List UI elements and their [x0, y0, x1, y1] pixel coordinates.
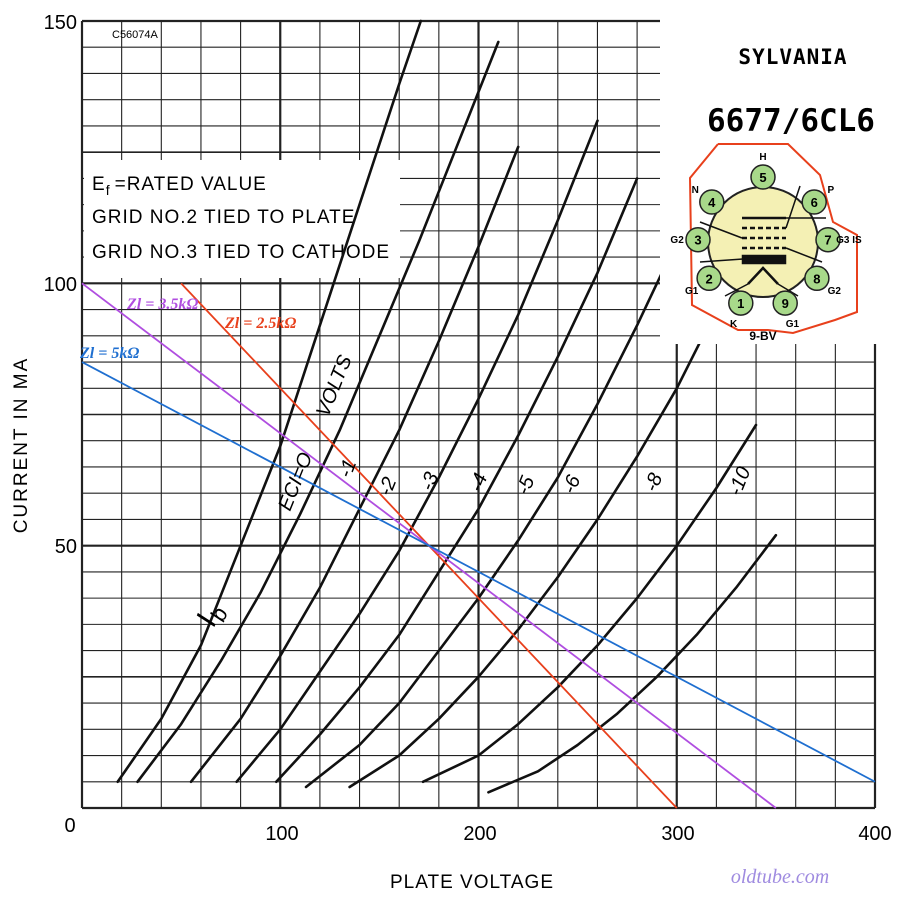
pin-8-circle — [804, 265, 830, 292]
note-ef-line: Ef =RATED VALUE — [92, 174, 267, 198]
pin-6-circle — [801, 189, 827, 215]
pin-label: N — [692, 185, 699, 196]
curve--10 — [487, 533, 778, 794]
pin-number: 5 — [759, 170, 766, 185]
pin-3-circle — [685, 226, 711, 253]
note-ef-equals: = — [115, 174, 127, 195]
tube-electrodes-icon — [699, 185, 826, 297]
pin-2-circle — [696, 265, 722, 292]
pin-9-circle — [772, 290, 798, 316]
pin-label: K — [730, 319, 738, 330]
curve-labels: ECI=O VOLTS -1 -2 -3 -4 -5 -6 -8 -10 Ib — [190, 352, 756, 632]
ib-label: Ib — [190, 599, 233, 632]
curve--5 — [304, 240, 679, 789]
watermark: oldtube.com — [731, 866, 829, 888]
y-tick-label: 50 — [55, 536, 77, 558]
note-ef-symbol: E — [92, 174, 106, 195]
load-line-label-5k: Zl = 5kΩ — [79, 345, 139, 362]
pin-5-circle — [750, 164, 776, 190]
tube-basing: 9-BV — [749, 329, 776, 343]
notes-box-background — [84, 160, 400, 278]
curve-label: -5 — [512, 472, 539, 498]
curve--3 — [235, 119, 599, 784]
curve--6 — [348, 308, 718, 789]
pin-4-circle — [699, 189, 725, 215]
curve-label: -2 — [374, 474, 401, 499]
pin-number: 7 — [824, 233, 831, 248]
x-axis-ticks: 0 100 200 300 400 — [64, 815, 891, 845]
x-tick-label: 200 — [463, 823, 496, 845]
pin-number: 3 — [694, 233, 701, 248]
pin-label: G1 — [786, 319, 800, 330]
x-axis-label: PLATE VOLTAGE — [390, 872, 554, 893]
curve--1 — [136, 40, 500, 784]
load-line — [81, 361, 876, 783]
y-tick-label: 150 — [44, 12, 77, 34]
pin-label: G3 IS — [836, 235, 862, 246]
tube-brand: SYLVANIA — [738, 45, 847, 69]
x-tick-label: 400 — [858, 823, 891, 845]
curve--4 — [275, 177, 639, 784]
tube-model: 6677/6CL6 — [707, 103, 875, 139]
x-tick-label: 300 — [661, 823, 694, 845]
load-line-label-3.5k: Zl = 3.5kΩ — [126, 296, 198, 313]
pin-number: 6 — [811, 195, 818, 210]
note-line: GRID NO.3 TIED TO CATHODE — [92, 242, 390, 263]
tube-pins: 1 K 2 G1 3 G2 4N 5 H 6P 7 G3 IS 8 G2 9 G1 — [670, 152, 862, 330]
pin-label: G2 — [670, 235, 684, 246]
pin-number: 2 — [705, 271, 712, 286]
chart-code-label: C56074A — [112, 29, 159, 41]
y-axis-label: CURRENT IN MA — [11, 357, 32, 534]
pin-label: H — [759, 152, 766, 163]
grid-voltage-curves — [116, 19, 778, 794]
note-ef-subscript: f — [106, 182, 111, 198]
pin-7-circle — [815, 226, 841, 253]
load-line-labels: Zl = 3.5kΩ Zl = 2.5kΩ Zl = 5kΩ — [79, 296, 296, 362]
curve-label: -8 — [640, 470, 667, 495]
tube-envelope-icon — [707, 186, 819, 298]
load-lines — [81, 282, 876, 809]
pin-label: G2 — [828, 286, 842, 297]
curve--8 — [421, 423, 758, 784]
pin-number: 8 — [813, 271, 820, 286]
pin-number: 1 — [737, 296, 744, 311]
pin-number: 9 — [782, 296, 789, 311]
note-line: GRID NO.2 TIED TO PLATE — [92, 207, 355, 228]
note-line: RATED VALUE — [127, 174, 267, 195]
curve-Ec1=0 — [116, 19, 423, 784]
notes-box: Ef =RATED VALUE GRID NO.2 TIED TO PLATE G… — [84, 160, 400, 278]
x-tick-label: 100 — [265, 823, 298, 845]
pin-1-circle — [728, 290, 754, 316]
load-line-label-2.5k: Zl = 2.5kΩ — [224, 315, 296, 332]
pin-number: 4 — [708, 195, 716, 210]
x-tick-label: 0 — [64, 815, 75, 837]
pin-label: G1 — [685, 286, 699, 297]
pinout-outline — [688, 143, 858, 335]
tube-pinout-panel: SYLVANIA 6677/6CL6 1 K 2 G1 3 G2 4N 5 H 6P 7 G3 IS 8… — [660, 12, 898, 344]
y-tick-label: 100 — [44, 274, 77, 296]
pin-label: P — [827, 185, 834, 196]
y-axis-ticks: 50 100 150 — [44, 12, 77, 558]
